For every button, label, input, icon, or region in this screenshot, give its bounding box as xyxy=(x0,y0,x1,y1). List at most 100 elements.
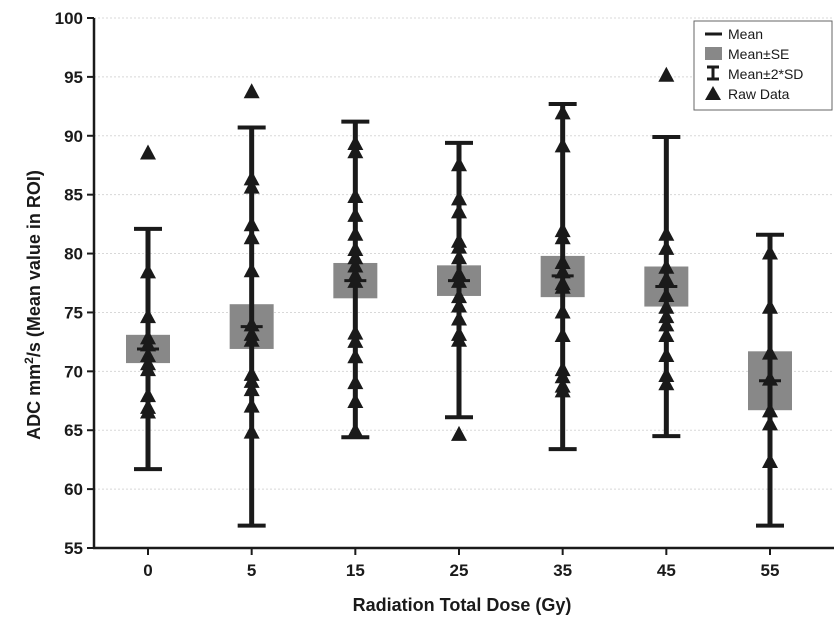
y-tick-labels: 55 60 65 70 75 80 85 90 95 100 xyxy=(55,9,83,558)
raw-data-point xyxy=(658,316,675,332)
raw-data-point xyxy=(658,298,675,314)
raw-data-point xyxy=(451,156,467,172)
legend-raw-label: Raw Data xyxy=(728,86,790,102)
y-tick-label: 85 xyxy=(64,186,83,205)
x-tick-label: 0 xyxy=(143,561,152,580)
raw-data-point xyxy=(347,206,364,222)
raw-data-point xyxy=(347,422,364,438)
raw-data-point xyxy=(762,453,778,469)
x-tick-label: 55 xyxy=(761,561,780,580)
raw-data-point xyxy=(243,381,260,397)
raw-data-point xyxy=(347,348,364,364)
raw-data-point xyxy=(451,297,467,313)
raw-data-point xyxy=(554,229,571,245)
raw-data-point xyxy=(451,331,467,347)
x-axis-title: Radiation Total Dose (Gy) xyxy=(353,595,572,615)
raw-data-point xyxy=(243,316,260,332)
raw-data-point xyxy=(451,425,467,441)
raw-data-point xyxy=(243,372,260,388)
y-tick-label: 90 xyxy=(64,127,83,146)
raw-data-point xyxy=(347,392,364,408)
raw-data-point xyxy=(762,402,778,418)
legend-sd-symbol xyxy=(707,65,719,81)
raw-data-point xyxy=(554,137,571,153)
raw-data-point xyxy=(658,225,675,241)
legend-se-symbol xyxy=(705,47,722,60)
x-tick-label: 35 xyxy=(553,561,572,580)
raw-data-point xyxy=(243,83,260,99)
raw-data-point xyxy=(658,375,675,391)
raw-data-point xyxy=(140,347,156,363)
raw-data-point xyxy=(658,308,675,324)
raw-data-point xyxy=(451,310,467,326)
raw-data-point xyxy=(243,331,260,347)
raw-data-point xyxy=(762,370,778,386)
raw-data-point xyxy=(347,143,364,159)
raw-data-point xyxy=(243,229,260,245)
y-axis-title: ADC mm2/s (Mean value in ROI) xyxy=(22,170,44,440)
y-tick-label: 60 xyxy=(64,480,83,499)
y-tick-label: 95 xyxy=(64,68,83,87)
raw-data-point xyxy=(451,272,467,288)
raw-data-point xyxy=(140,308,156,324)
x-tick-label: 45 xyxy=(657,561,676,580)
raw-data-point xyxy=(347,257,364,273)
raw-data-point xyxy=(762,298,778,314)
raw-data-point xyxy=(347,332,364,348)
raw-data-point xyxy=(658,66,675,82)
raw-data-point xyxy=(658,239,675,255)
raw-data-point xyxy=(554,368,571,384)
raw-data-point xyxy=(658,286,675,302)
raw-data-point xyxy=(658,258,675,274)
raw-data-point xyxy=(451,288,467,304)
raw-data-point xyxy=(451,190,467,206)
raw-data-points xyxy=(140,66,778,469)
raw-data-point xyxy=(243,397,260,413)
raw-data-point xyxy=(243,423,260,439)
raw-data-point xyxy=(554,104,571,120)
raw-data-point xyxy=(140,361,156,377)
legend-se-label: Mean±SE xyxy=(728,46,789,62)
raw-data-point xyxy=(658,367,675,383)
raw-data-point xyxy=(347,249,364,265)
axes xyxy=(87,17,834,555)
raw-data-point xyxy=(554,382,571,398)
raw-data-point xyxy=(451,249,467,265)
raw-data-point xyxy=(140,387,156,403)
raw-data-point xyxy=(243,216,260,232)
raw-data-point xyxy=(140,403,156,419)
raw-data-point xyxy=(554,278,571,294)
y-tick-label: 70 xyxy=(64,362,83,381)
legend-mean-label: Mean xyxy=(728,26,763,42)
raw-data-point xyxy=(243,178,260,194)
raw-data-point xyxy=(554,327,571,342)
raw-data-point xyxy=(554,253,571,269)
legend-raw-symbol xyxy=(705,86,721,100)
raw-data-point xyxy=(347,241,364,257)
legend-sd-label: Mean±2*SD xyxy=(728,66,803,82)
raw-data-point xyxy=(140,336,156,352)
raw-data-point xyxy=(451,238,467,254)
raw-data-point xyxy=(347,272,364,288)
raw-data-point xyxy=(658,270,675,286)
y-tick-label: 65 xyxy=(64,421,83,440)
x-tick-label: 25 xyxy=(450,561,469,580)
raw-data-point xyxy=(554,263,571,279)
raw-data-point xyxy=(762,244,778,260)
x-tick-label: 15 xyxy=(346,561,365,580)
raw-data-point xyxy=(658,327,675,342)
y-tick-label: 100 xyxy=(55,9,83,28)
raw-data-point xyxy=(347,225,364,241)
legend: Mean Mean±SE Mean±2*SD Raw Data xyxy=(693,20,833,111)
raw-data-point xyxy=(762,344,778,360)
raw-data-point xyxy=(658,347,675,363)
raw-data-point xyxy=(451,203,467,219)
raw-data-point xyxy=(140,263,156,279)
raw-data-point xyxy=(347,188,364,204)
raw-data-point xyxy=(243,262,260,278)
raw-data-point xyxy=(347,324,364,340)
y-tick-label: 80 xyxy=(64,245,83,264)
raw-data-point xyxy=(554,303,571,319)
x-tick-labels: 0 5 15 25 35 45 55 xyxy=(143,561,779,580)
